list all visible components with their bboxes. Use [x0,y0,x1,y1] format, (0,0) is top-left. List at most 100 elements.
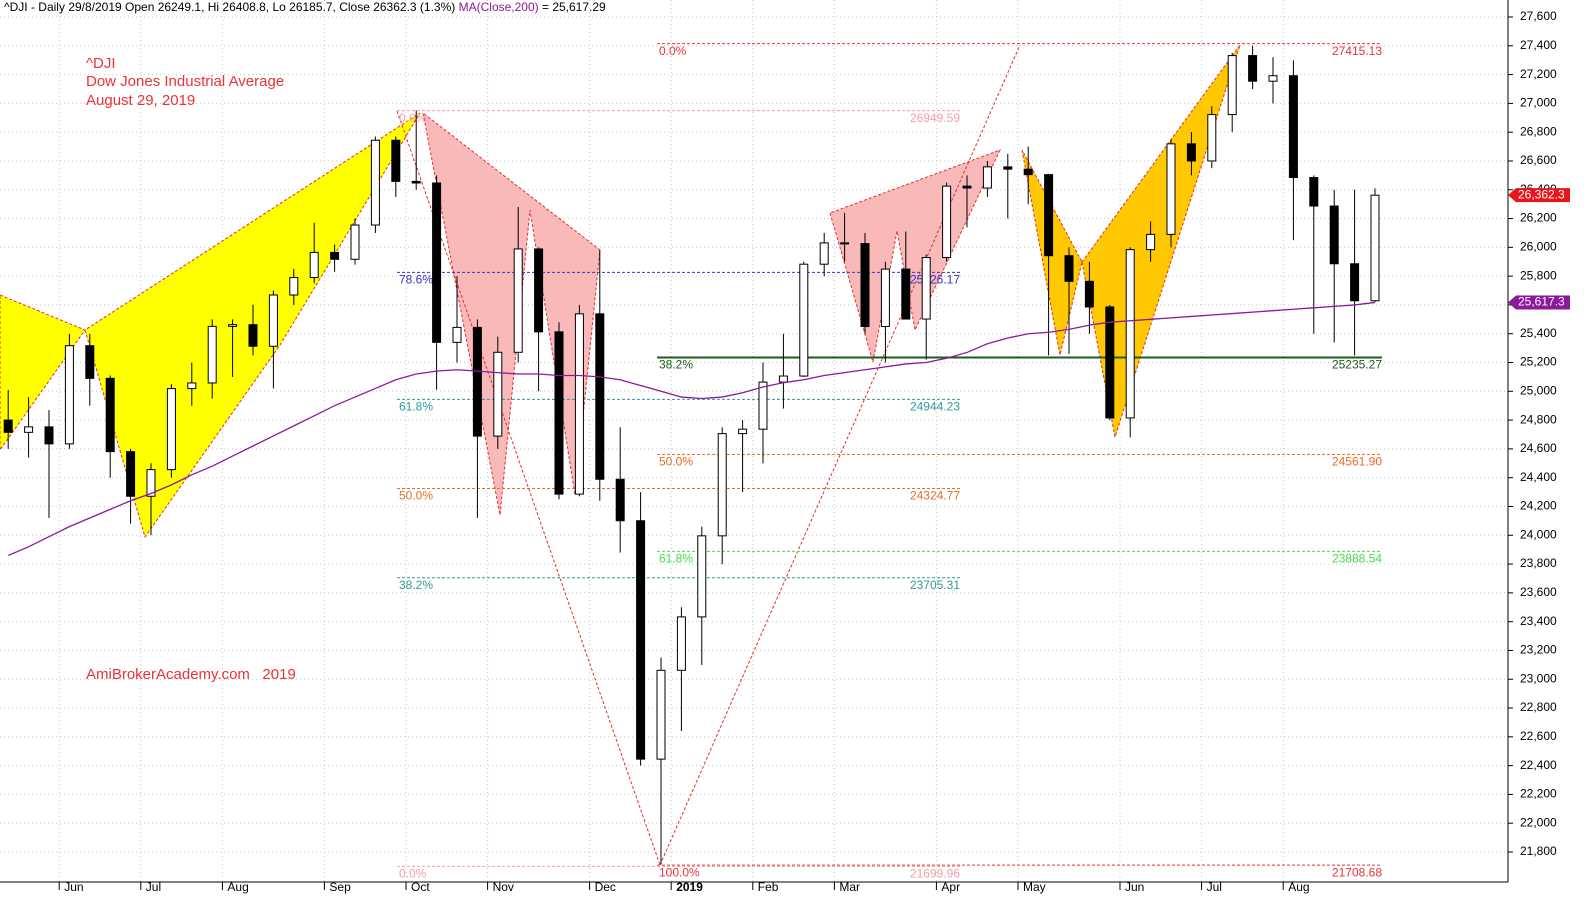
fib-pct: 100.0% [659,865,700,879]
plot [3,45,1380,865]
y-tick-label: 23,800 [1520,556,1557,570]
pattern-pink [422,111,601,516]
candle-body [880,268,890,328]
candle-body [309,251,319,279]
candle-body [432,182,442,343]
header: ^DJI - Daily 29/8/2019 Open 26249.1, Hi … [4,0,606,14]
fib-value: 23888.54 [1332,551,1382,565]
fib-value: 23705.31 [910,578,960,592]
candle-body [962,185,972,189]
x-tick-label: May [1023,880,1046,894]
fib-value: 26949.59 [910,111,960,125]
fib-pct: 38.2% [399,578,433,592]
y-tick-label: 22,400 [1520,758,1557,772]
candle-body [146,469,156,497]
candle-body [778,375,788,383]
fib-pct: 61.8% [399,400,433,414]
price-tag [1508,295,1570,310]
candle-body [901,268,911,320]
fib-value: 21708.68 [1332,865,1382,879]
candle-body [1227,55,1237,116]
candle-body [982,166,992,189]
candle-body [1370,194,1380,302]
fib-pct: 50.0% [399,489,433,503]
y-tick-label: 27,200 [1520,67,1557,81]
x-tick-label: Sep [329,880,351,894]
fib-pct: 0.0% [399,111,427,125]
x-tick-label: Feb [758,880,779,894]
fib-levels: 0.0% 26949.59 78.6% 25826.17 61.8% 24944.23 50… [397,43,1382,881]
candle-body [534,248,544,333]
candle-body [228,324,238,327]
candle-body [636,520,646,760]
x-tick-label: Jul [1207,880,1222,894]
candle-body [819,242,829,265]
candle-body [3,419,13,433]
x-tick-label: Aug [1288,880,1309,894]
candle-body [1268,75,1278,82]
candle-body [738,428,748,435]
candle-body [1023,168,1033,176]
candle-body [1350,263,1360,302]
fib-pct: 61.8% [659,551,693,565]
fib-value: 21699.96 [910,867,960,881]
candle-body [1186,143,1196,162]
x-tick-label: Dec [595,880,616,894]
fib-pct: 0.0% [399,867,427,881]
candle-body [64,345,74,445]
candle-body [187,382,197,390]
candle-body [942,185,952,259]
candle-body [126,451,136,497]
candle-body [1044,174,1054,257]
pattern-yellow [0,294,86,451]
y-tick-label: 23,600 [1520,585,1557,599]
candle-body [860,243,870,328]
ma-line [7,301,1376,557]
candle-body [717,433,727,537]
y-tick-label: 27,600 [1520,9,1557,23]
x-tick-label: 2019 [676,880,703,894]
fib-pct: 78.6% [399,273,433,287]
candle-body [289,277,299,296]
candle-body [595,313,605,480]
candle-body [676,616,686,671]
fib-pct: 0.0% [659,44,687,58]
candle-body [921,257,931,320]
watermark: AmiBrokerAcademy.com 2019 [86,666,296,683]
candle-body [697,535,707,618]
candle-body [207,325,217,384]
candle-body [1248,55,1258,82]
candle-body [85,345,95,379]
fib-pct: 50.0% [659,455,693,469]
y-tick-label: 22,200 [1520,787,1557,801]
candle-body [166,388,176,471]
candle-body [1207,114,1217,162]
y-tick-label: 24,200 [1520,499,1557,513]
candle-body [1329,205,1339,265]
candle-body [370,139,380,226]
grid [0,0,1508,882]
annotation: August 29, 2019 [86,92,195,109]
y-tick-label: 25,800 [1520,268,1557,282]
y-tick-label: 24,000 [1520,527,1557,541]
candle-body [758,381,768,430]
candle-body [391,139,401,182]
y-tick-label: 27,400 [1520,38,1557,52]
x-tick-label: Apr [941,880,960,894]
x-tick-label: Aug [227,880,248,894]
price-tag-label: 25,617.3 [1518,295,1565,309]
y-tick-label: 25,000 [1520,383,1557,397]
fib-value: 24324.77 [910,489,960,503]
candle-body [1084,280,1094,308]
header-text: ^DJI - Daily 29/8/2019 Open 26249.1, Hi … [4,0,455,14]
fib-trend [659,44,1021,866]
y-tick-label: 26,000 [1520,240,1557,254]
x-tick-label: Oct [411,880,430,894]
candle-body [840,242,850,245]
x-tick-label: Jun [1125,880,1144,894]
candle-body [105,377,115,453]
ma-name: MA(Close,200) [459,0,539,14]
y-tick-label: 25,200 [1520,355,1557,369]
